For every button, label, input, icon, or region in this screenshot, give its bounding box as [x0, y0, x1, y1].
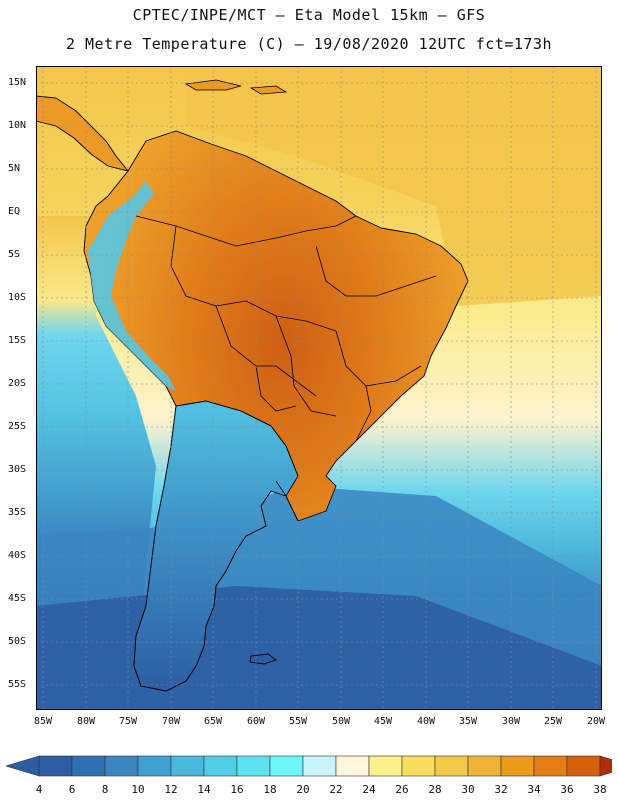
colorbar-swatch: [302, 755, 337, 777]
temperature-colorbar: [6, 755, 612, 777]
lat-label: 25S: [8, 421, 27, 432]
lon-label: 85W: [33, 716, 53, 727]
colorbar-swatch: [533, 755, 568, 777]
colorbar-label: 20: [296, 783, 310, 796]
lat-label: 10S: [8, 292, 27, 303]
colorbar-swatch: [401, 755, 436, 777]
lat-label: 15N: [8, 77, 27, 88]
colorbar-label: 12: [164, 783, 178, 796]
colorbar-label: 6: [68, 783, 76, 796]
lon-label: 45W: [373, 716, 393, 727]
lat-label: EQ: [8, 206, 21, 217]
colorbar-low-arrow: [6, 755, 40, 777]
colorbar-label: 30: [461, 783, 475, 796]
colorbar-swatch: [368, 755, 403, 777]
colorbar-swatch: [38, 755, 73, 777]
colorbar-swatch: [71, 755, 106, 777]
colorbar-label: 26: [395, 783, 409, 796]
lon-label: 80W: [76, 716, 96, 727]
colorbar-swatch: [269, 755, 304, 777]
lon-label: 35W: [458, 716, 478, 727]
lon-label: 40W: [416, 716, 436, 727]
andes-range: [88, 181, 176, 391]
colorbar-label: 32: [494, 783, 508, 796]
falkland-islands: [249, 653, 277, 665]
colorbar-swatch: [335, 755, 370, 777]
colorbar-label: 10: [131, 783, 145, 796]
lon-label: 50W: [331, 716, 351, 727]
map-subtitle: 2 Metre Temperature (C) – 19/08/2020 12U…: [65, 35, 553, 53]
colorbar-label: 8: [101, 783, 109, 796]
colorbar-swatch: [566, 755, 601, 777]
lat-label: 35S: [8, 507, 27, 518]
lon-label: 25W: [543, 716, 563, 727]
map-frame: [36, 66, 602, 710]
colorbar-swatch: [467, 755, 502, 777]
caribbean-islands: [184, 79, 288, 95]
lat-label: 40S: [8, 550, 27, 561]
colorbar-swatch: [236, 755, 271, 777]
colorbar-label: 22: [329, 783, 343, 796]
lat-label: 45S: [8, 593, 27, 604]
lat-label: 20S: [8, 378, 27, 389]
lat-label: 55S: [8, 679, 27, 690]
colorbar-high-arrow: [599, 755, 612, 777]
map-title: CPTEC/INPE/MCT – Eta Model 15km – GFS: [132, 6, 486, 24]
lon-label: 75W: [118, 716, 138, 727]
colorbar-label: 14: [197, 783, 211, 796]
lon-label: 55W: [288, 716, 308, 727]
lat-label: 30S: [8, 464, 27, 475]
colorbar-label: 18: [263, 783, 277, 796]
colorbar-label: 38: [593, 783, 607, 796]
lon-label: 70W: [161, 716, 181, 727]
lat-label: 15S: [8, 335, 27, 346]
country-borders: [135, 215, 437, 522]
colorbar-label: 36: [560, 783, 574, 796]
colorbar-swatch: [104, 755, 139, 777]
temperature-map[interactable]: [36, 66, 602, 710]
colorbar-swatch: [500, 755, 535, 777]
lon-label: 65W: [203, 716, 223, 727]
colorbar-label: 16: [230, 783, 244, 796]
lat-label: 10N: [8, 120, 27, 131]
colorbar-label: 34: [527, 783, 541, 796]
colorbar-label: 4: [35, 783, 43, 796]
lon-label: 20W: [586, 716, 606, 727]
lon-label: 30W: [501, 716, 521, 727]
lon-label: 60W: [246, 716, 266, 727]
lat-lon-grid: [36, 66, 602, 710]
colorbar-swatch: [137, 755, 172, 777]
colorbar-swatch: [170, 755, 205, 777]
colorbar-swatch: [203, 755, 238, 777]
lat-label: 5S: [8, 249, 21, 260]
lat-label: 50S: [8, 636, 27, 647]
colorbar-swatch: [434, 755, 469, 777]
colorbar-label: 28: [428, 783, 442, 796]
colorbar-label: 24: [362, 783, 376, 796]
lat-label: 5N: [8, 163, 21, 174]
